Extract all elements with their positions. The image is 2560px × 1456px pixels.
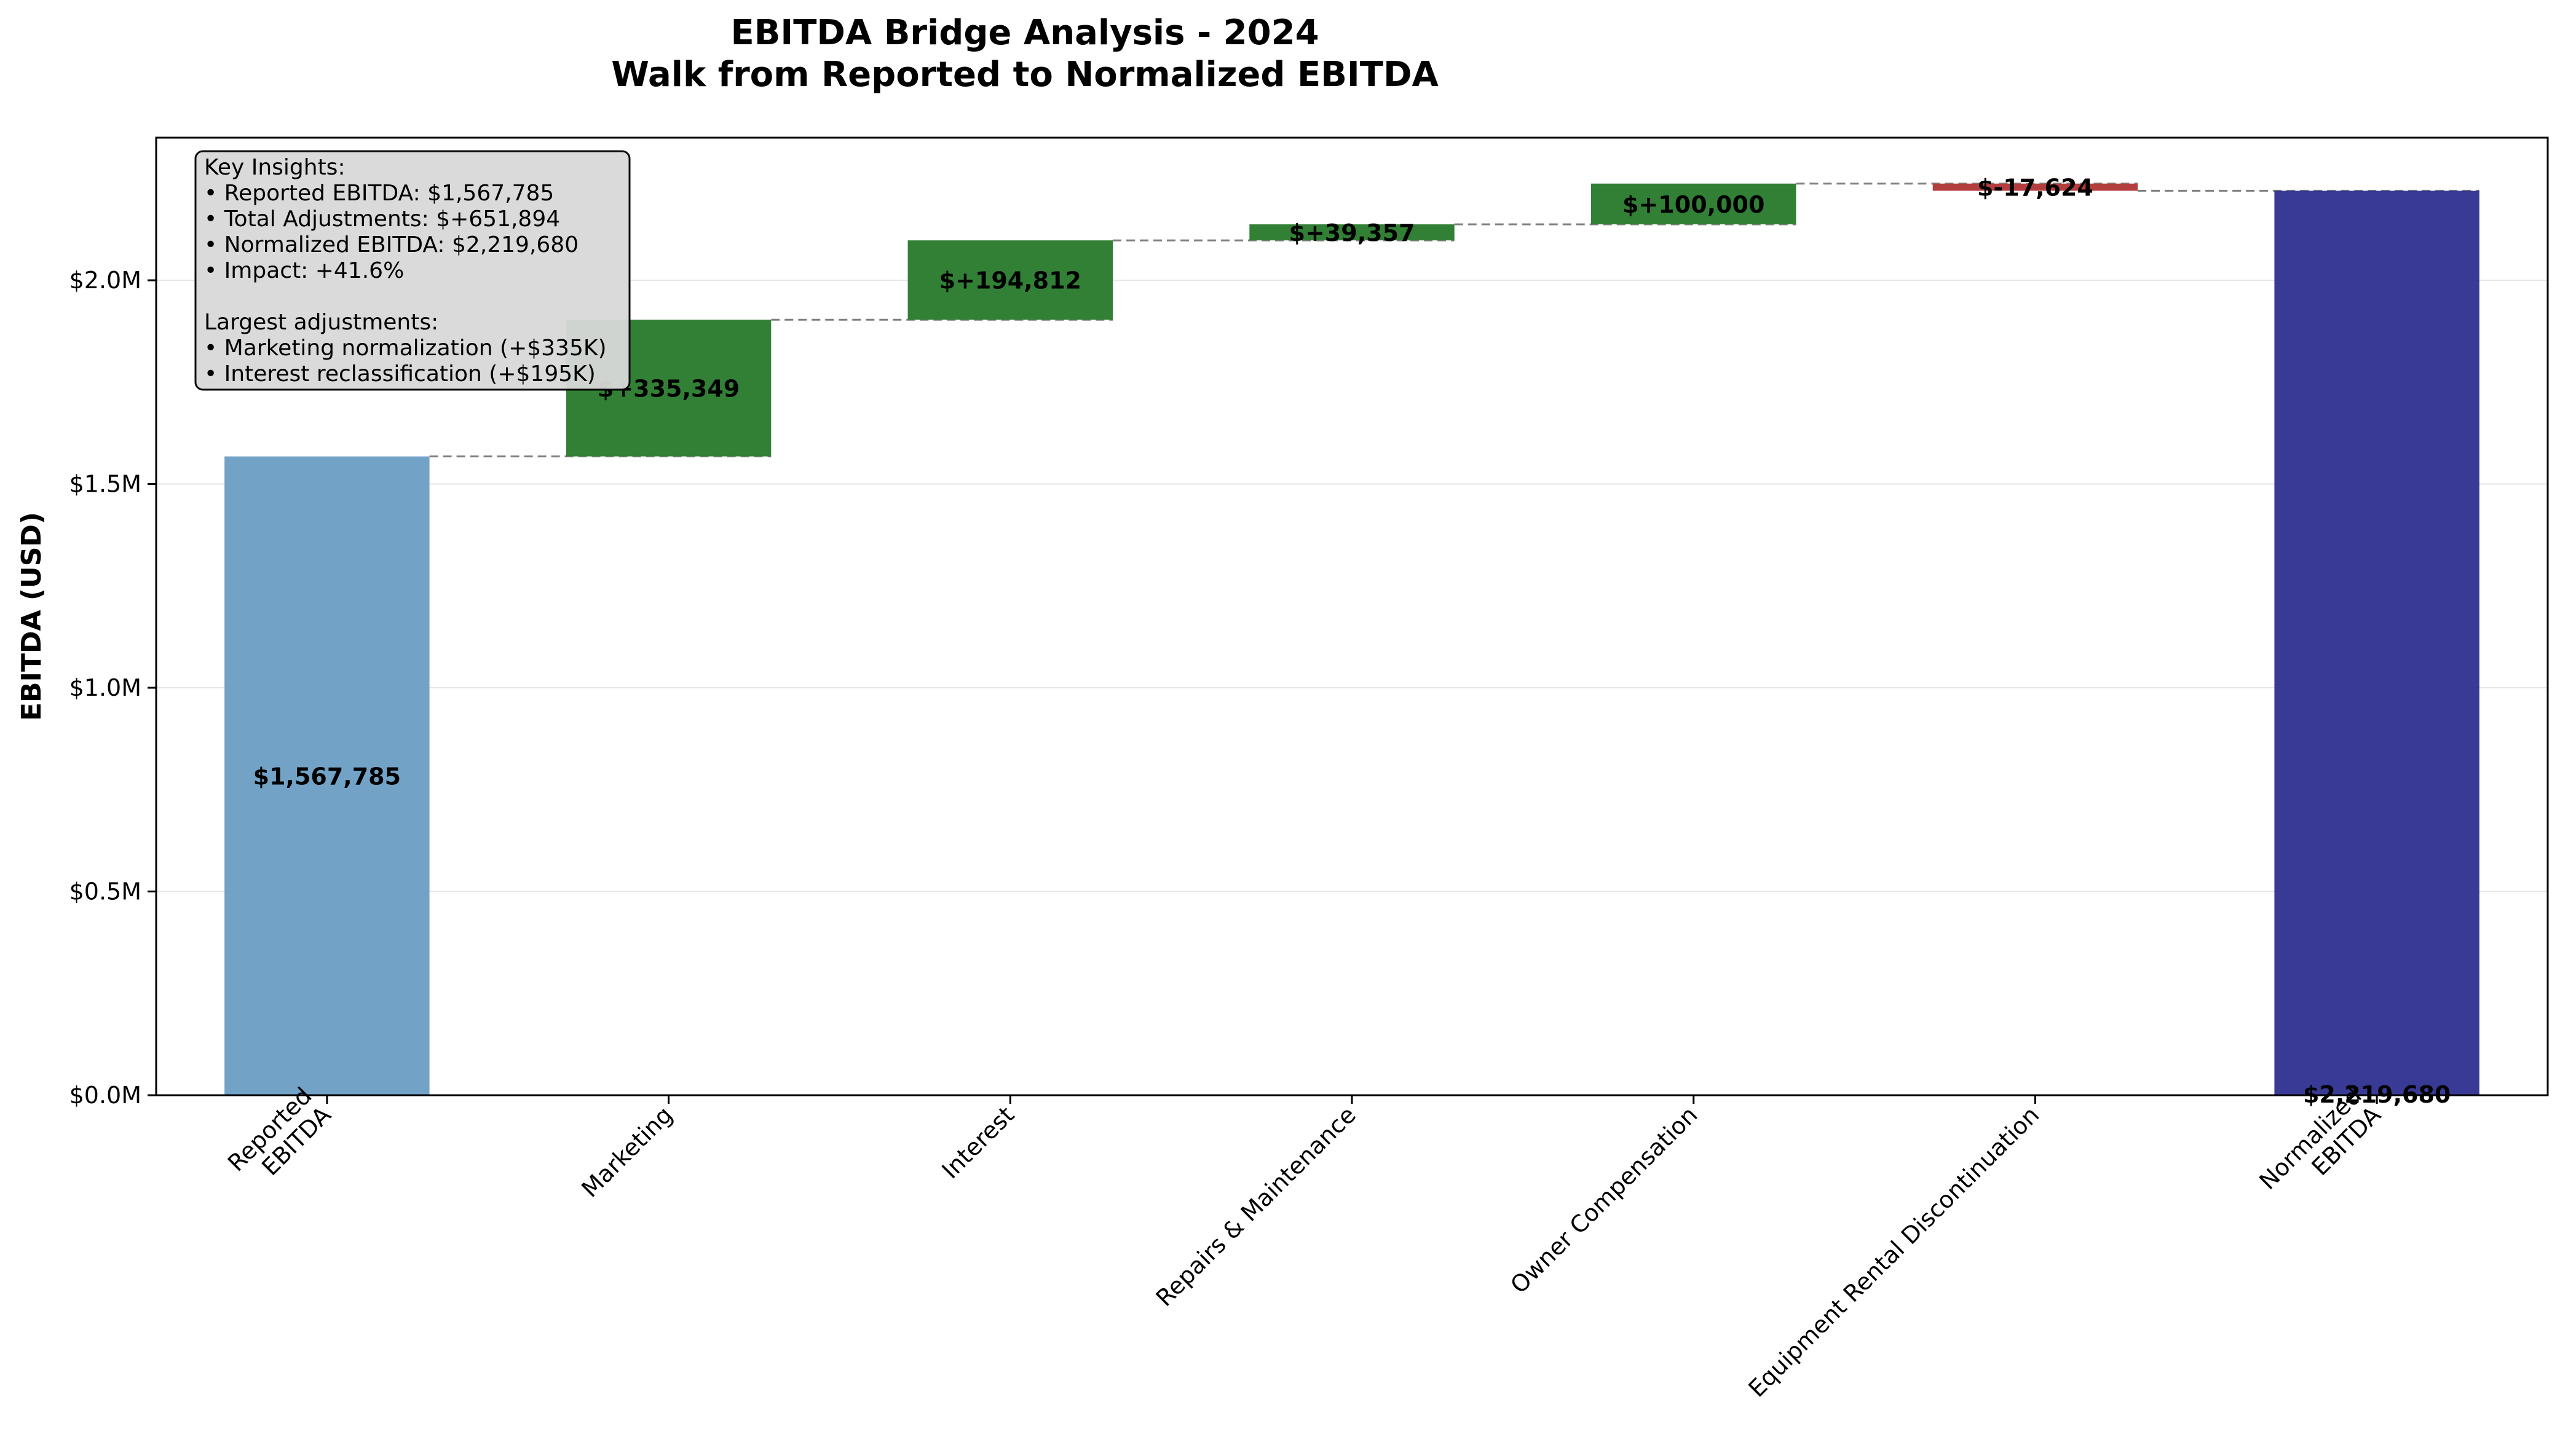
bar-2 — [907, 240, 1113, 320]
y-tick-label: $0.5M — [69, 878, 141, 905]
x-tick-label-group: Marketing — [576, 1101, 678, 1203]
bar-4 — [1591, 183, 1796, 225]
y-axis-label: EBITDA (USD) — [16, 512, 47, 721]
bar-value-label: $1,567,785 — [253, 763, 401, 790]
bar-value-label: $+194,812 — [939, 267, 1081, 294]
x-tick-label: Owner Compensation — [1505, 1101, 1702, 1299]
x-tick-label-group: Interest — [936, 1101, 1019, 1184]
x-tick-label-group: Repairs & Maintenance — [1151, 1101, 1361, 1312]
grid-lines — [156, 280, 2548, 1096]
insight-line: Largest adjustments: — [204, 310, 438, 335]
insight-line: • Interest reclassification (+$195K) — [204, 361, 596, 387]
chart-subtitle: Walk from Reported to Normalized EBITDA — [611, 55, 1439, 95]
y-tick-label: $1.5M — [69, 471, 141, 498]
bar-value-label: $-17,624 — [1977, 175, 2093, 202]
bar-6 — [2274, 191, 2479, 1095]
bar-value-labels: $1,567,785$+335,349$+194,812$+39,357$+10… — [253, 175, 2451, 1108]
insight-line: Key Insights: — [204, 155, 346, 180]
y-axis: $0.0M $0.5M $1.0M $1.5M $2.0M — [69, 267, 156, 1109]
bar-value-label: $+100,000 — [1622, 191, 1764, 218]
bar-value-label: $+39,357 — [1289, 219, 1415, 246]
y-tick-label: $1.0M — [69, 674, 141, 701]
y-tick-label: $0.0M — [69, 1082, 141, 1109]
x-tick-label: Repairs & Maintenance — [1151, 1101, 1361, 1312]
bar-0 — [224, 456, 430, 1095]
chart-title: EBITDA Bridge Analysis - 2024 — [730, 13, 1319, 53]
x-tick-label-group: Owner Compensation — [1505, 1101, 1702, 1299]
key-insights-box: Key Insights:• Reported EBITDA: $1,567,7… — [194, 150, 631, 391]
waterfall-bars — [224, 183, 2479, 1095]
bar-3 — [1249, 224, 1455, 241]
insights-box-background — [194, 150, 631, 391]
insight-line: • Reported EBITDA: $1,567,785 — [204, 181, 554, 206]
insight-line: • Normalized EBITDA: $2,219,680 — [204, 232, 579, 258]
y-tick-label: $2.0M — [69, 267, 141, 294]
insight-line: • Total Adjustments: $+651,894 — [204, 207, 560, 232]
bar-5 — [1932, 183, 2138, 191]
insight-line: • Impact: +41.6% — [204, 258, 404, 283]
x-tick-label: Interest — [936, 1101, 1019, 1184]
insight-line: • Marketing normalization (+$335K) — [204, 336, 607, 361]
x-tick-label: Equipment Rental Discontinuation — [1743, 1101, 2044, 1403]
x-tick-label-group: Equipment Rental Discontinuation — [1743, 1101, 2044, 1403]
x-tick-label: Marketing — [576, 1101, 678, 1203]
